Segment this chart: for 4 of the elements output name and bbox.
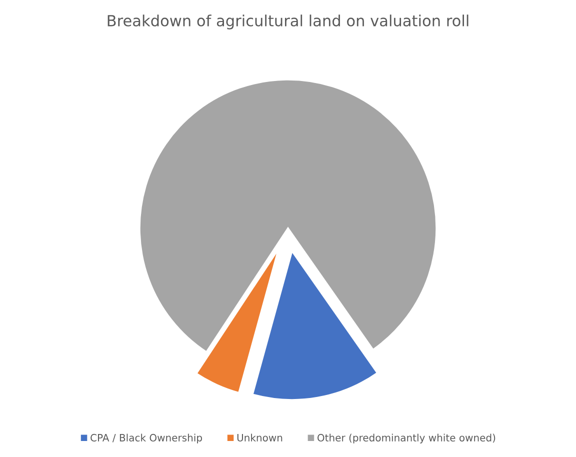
legend-label: Other (predominantly white owned) xyxy=(318,434,496,444)
legend-label: Unknown xyxy=(237,434,282,442)
chart-title: Breakdown of agricultural land on valuation roll xyxy=(108,14,468,30)
legend-label: CPA / Black Ownership xyxy=(90,434,202,444)
